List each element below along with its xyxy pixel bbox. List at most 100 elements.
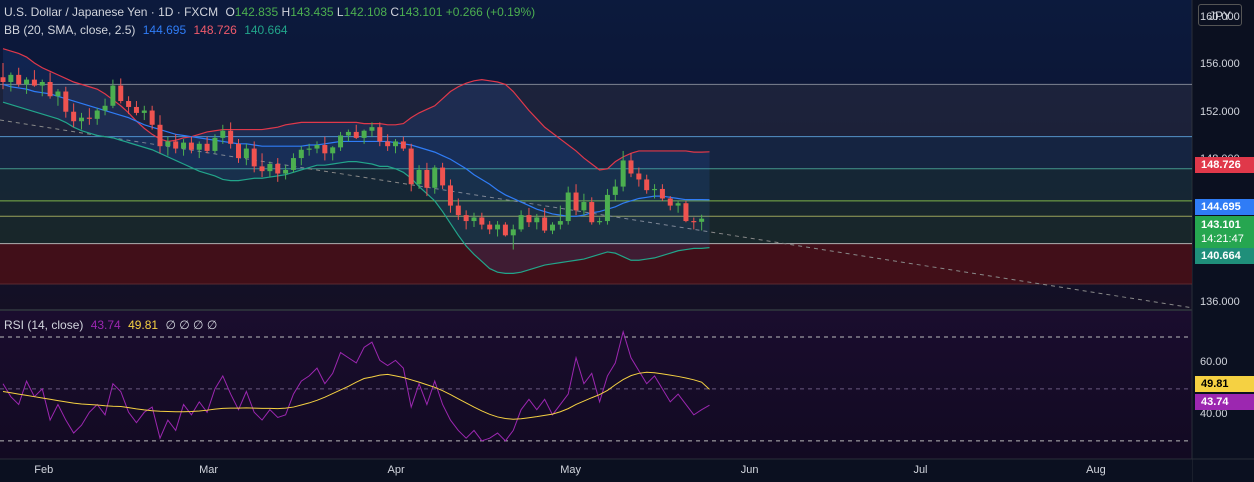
candle (455, 198, 461, 220)
candle (16, 67, 22, 87)
high-label: H (281, 5, 291, 19)
candle (338, 131, 344, 151)
time-tick-label: May (560, 464, 581, 476)
countdown-value: 14:21:47 (1201, 233, 1244, 245)
candle-body (149, 110, 155, 125)
candle (589, 197, 595, 225)
time-tick-label: Feb (34, 464, 54, 476)
candle-body (173, 141, 179, 149)
time-tick-label: Apr (387, 464, 405, 476)
candle (361, 129, 367, 144)
candle (550, 222, 555, 235)
candle-body (157, 124, 163, 147)
candle-body (510, 229, 516, 236)
candle-body (408, 148, 414, 185)
candle-body (502, 224, 508, 236)
candle (557, 205, 563, 230)
pane-separator[interactable] (0, 309, 1254, 311)
symbol-name: U.S. Dollar / Japanese Yen · 1D · FXCM (4, 5, 219, 19)
rsi-indicator (2, 329, 710, 442)
candle-body (385, 141, 391, 147)
candle-body (644, 179, 650, 191)
candle (275, 158, 281, 182)
candle-body (353, 131, 359, 138)
candle (628, 153, 634, 178)
candle (79, 112, 84, 130)
candle-body (8, 74, 14, 83)
candle-body (377, 127, 383, 142)
candle-body (330, 147, 336, 154)
candle (447, 179, 453, 213)
ohlc-values: O142.835 H143.435 L142.108 C143.101 +0.2… (225, 5, 539, 19)
candle (283, 165, 289, 180)
rsi-ma-axis-label: 49.81 (1195, 376, 1254, 392)
rsi-tick-label: 60.00 (1200, 355, 1228, 368)
close-label: C (390, 5, 400, 19)
time-axis-bg[interactable] (0, 459, 1192, 482)
candle-body (597, 221, 603, 223)
candle (675, 200, 681, 213)
candle-body (699, 218, 705, 222)
candle-body (24, 79, 30, 85)
high-value: 143.435 (290, 5, 334, 19)
time-tick-label: Mar (199, 464, 219, 476)
candle-body (290, 158, 296, 170)
candle (165, 136, 171, 156)
candle-body (534, 217, 540, 223)
price-tick-label: 156.000 (1200, 58, 1240, 71)
open-value: 142.835 (234, 5, 279, 19)
candle (424, 162, 430, 197)
candle-body (181, 142, 187, 149)
candle (518, 210, 524, 232)
bb-upper-line (2, 48, 710, 171)
candle-body (118, 85, 124, 102)
candle-body (361, 130, 367, 138)
candle-body (628, 160, 634, 174)
candle (502, 222, 508, 237)
upper-zone (0, 136, 1192, 169)
currency-button[interactable]: JPY (1198, 4, 1242, 26)
candle-body (463, 215, 469, 222)
candle (322, 136, 328, 161)
candle-body (581, 202, 587, 211)
candle-body (659, 188, 665, 199)
rsi-line (2, 329, 710, 442)
time-tick-label: Aug (1086, 464, 1106, 476)
candle (534, 213, 540, 230)
candle-body (542, 217, 548, 231)
candle (510, 224, 516, 250)
candle (47, 72, 53, 99)
candle-body (518, 215, 524, 230)
candle (612, 179, 618, 201)
rsi-pane-bg (0, 311, 1192, 459)
rsi-extras: ∅ ∅ ∅ ∅ (165, 318, 218, 332)
candle-body (612, 186, 618, 195)
candle-body (604, 194, 610, 222)
candle (345, 129, 351, 142)
candle (118, 78, 124, 104)
candle-body (298, 149, 304, 159)
last-price-label: 143.101 14:21:47 (1195, 216, 1254, 248)
candle-body (71, 111, 77, 122)
candle (644, 174, 650, 194)
candle-body (212, 137, 218, 151)
candle-body (487, 224, 493, 230)
candle-body (204, 143, 210, 151)
rsi-legend[interactable]: RSI (14, close) 43.74 49.81 ∅ ∅ ∅ ∅ (4, 318, 221, 332)
candle (55, 89, 61, 106)
candle (220, 124, 226, 144)
candle-body (338, 135, 344, 148)
candle-body (47, 82, 53, 97)
candle (369, 122, 375, 137)
candle (204, 136, 210, 154)
candle (63, 86, 69, 118)
symbol-legend[interactable]: U.S. Dollar / Japanese Yen · 1D · FXCM O… (4, 5, 543, 19)
candle (408, 143, 414, 192)
candle-body (636, 173, 642, 180)
candle (620, 150, 626, 192)
change-value: +0.266 (+0.19%) (445, 5, 536, 19)
bb-legend[interactable]: BB (20, SMA, close, 2.5) 144.695 148.726… (4, 23, 292, 37)
candle (290, 153, 296, 173)
candle-body (94, 110, 100, 119)
